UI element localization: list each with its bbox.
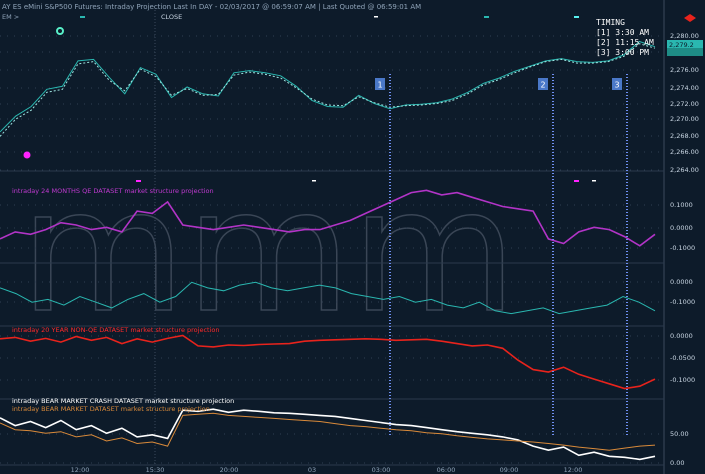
y-tick-label: -0.1000 (670, 376, 695, 384)
series-line-price-0 (0, 40, 656, 133)
series-line-bear-1 (0, 412, 656, 451)
y-tick-label: 0.1000 (670, 201, 693, 209)
y-tick-label: 0.0000 (670, 224, 693, 232)
magenta-tick-mark (574, 180, 579, 182)
timing-marker-box (538, 78, 548, 90)
y-tick-label: 2,266.00 (670, 148, 699, 156)
panel-title: intraday 24 MONTHS QE DATASET market str… (12, 187, 214, 195)
timing-marker-label: 1 (378, 81, 383, 90)
timing-marker-label: 3 (615, 81, 620, 90)
cyan-tick-mark (80, 16, 85, 18)
y-tick-label: 2,276.00 (670, 66, 699, 74)
cyan-tick-mark (574, 16, 579, 18)
timing-item-1: [1] 3:30 AM (596, 28, 649, 37)
timing-title: TIMING (596, 18, 625, 27)
x-tick-label: 12:00 (71, 466, 90, 474)
x-tick-label: 06:00 (437, 466, 456, 474)
timing-marker-label: 2 (541, 81, 546, 90)
series-line-qe24-0 (0, 189, 656, 247)
panel-title: intraday 20 YEAR NON-QE DATASET market s… (12, 326, 219, 334)
y-tick-label: 50.00 (670, 430, 689, 438)
x-tick-label: 09:00 (500, 466, 519, 474)
x-tick-label: 03 (308, 466, 316, 474)
y-tick-label: -0.1000 (670, 244, 695, 252)
panel-bear: 50.00 0.00 intraday BEAR MARKET CRASH DATA… (0, 397, 689, 467)
y-tick-label: 0.00 (670, 459, 684, 467)
white-tick-mark (374, 16, 378, 18)
y-tick-label: 2,264.00 (670, 166, 699, 174)
x-tick-label: 15:30 (146, 466, 165, 474)
chart-title: AY ES eMini S&P500 Futures: Intraday Pro… (2, 3, 421, 11)
timing-marker-box (375, 78, 385, 90)
x-tick-label: 20:00 (220, 466, 239, 474)
y-tick-label: 2,280.00 (670, 32, 699, 40)
y-tick-label: -0.0500 (670, 354, 695, 362)
series-line-bear-0 (0, 408, 656, 461)
panel-title: intraday BEAR MARKET CRASH DATASET marke… (12, 397, 234, 405)
series-line-price-1 (0, 43, 656, 137)
cyan-tick-mark (484, 16, 489, 18)
price-badge-green-2 (667, 48, 703, 56)
header-close-label: CLOSE (161, 13, 182, 21)
magenta-tick-mark (136, 180, 141, 182)
y-tick-label: 2,274.00 (670, 84, 699, 92)
timing-legend: TIMING [1] 3:30 AM [2] 11:15 AM [3] 3:00… (596, 18, 656, 58)
price-badge-green (667, 40, 703, 48)
y-tick-label: 2,272.00 (670, 100, 699, 108)
white-tick-mark (312, 180, 316, 182)
timing-item-2: [2] 11:15 AM (596, 38, 654, 47)
session-dot-icon (56, 27, 64, 35)
y-tick-label: -0.1000 (670, 298, 695, 306)
y-tick-label: 0.0000 (670, 332, 693, 340)
timing-item-3: [3] 3:00 PM (596, 48, 649, 57)
series-line-cyan2-0 (0, 281, 656, 315)
x-tick-label: 03:00 (372, 466, 391, 474)
y-tick-label: 2,270.00 (670, 115, 699, 123)
x-tick-label: 12:00 (564, 466, 583, 474)
watermark-logo: mmm (20, 153, 517, 351)
panel-title-2: intraday BEAR MARKET DATASET market stru… (12, 405, 210, 413)
header-sub-left: EM > (2, 13, 19, 21)
magenta-dot-icon (23, 151, 31, 159)
white-tick-mark (592, 180, 596, 182)
series-line-nonqe20-0 (0, 334, 656, 390)
y-tick-label: 2,268.00 (670, 132, 699, 140)
timing-marker-box (612, 78, 622, 90)
price-badge-text: 2,279.2 (669, 41, 694, 49)
red-diamond-icon (684, 14, 696, 22)
y-tick-label: 0.0000 (670, 278, 693, 286)
